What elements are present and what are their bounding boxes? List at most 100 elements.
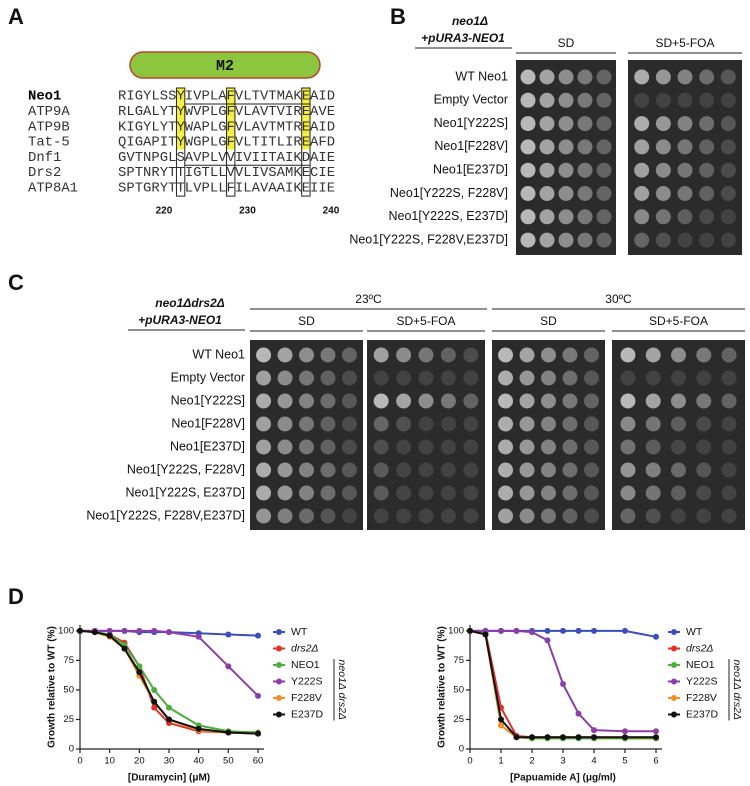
- colony-spot: [677, 186, 693, 201]
- legend-marker: [671, 678, 677, 685]
- colony-spot: [577, 232, 593, 248]
- colony-spot: [634, 186, 650, 201]
- legend-label: F228V: [686, 692, 717, 704]
- colony-spot: [520, 69, 536, 85]
- legend-label: E237D: [291, 708, 324, 720]
- y-tick-label: 0: [69, 744, 74, 755]
- colony-spot: [634, 92, 650, 108]
- colony-spot: [463, 393, 479, 409]
- colony-spot: [620, 416, 636, 432]
- colony-spot: [541, 347, 556, 363]
- colony-spot: [596, 162, 612, 178]
- colony-spot: [620, 439, 636, 455]
- colony-spot: [373, 485, 389, 501]
- colony-spot: [562, 393, 578, 409]
- data-point: [622, 728, 628, 735]
- colony-spot: [721, 416, 737, 432]
- legend-group-label: neo1Δ drs2Δ: [731, 660, 743, 720]
- colony-spot: [699, 69, 715, 85]
- legend-marker: [671, 662, 677, 668]
- data-point: [498, 722, 504, 729]
- colony-spot: [519, 393, 535, 409]
- colony-spot: [440, 462, 456, 478]
- sequence: RIGYLSSYIVPLAFVLTVTMAKEAID: [118, 89, 335, 105]
- data-point: [498, 716, 504, 723]
- colony-spot: [463, 347, 479, 363]
- colony-spot: [539, 162, 555, 178]
- colony-spot: [299, 462, 314, 478]
- colony-spot: [720, 139, 736, 155]
- colony-spot: [721, 393, 737, 409]
- x-tick-label: 6: [653, 756, 658, 767]
- colony-spot: [620, 370, 636, 386]
- data-point: [255, 692, 261, 699]
- residue-position: 240: [323, 206, 340, 217]
- colony-spot: [645, 393, 661, 409]
- sequence-name: Neo1: [28, 89, 61, 105]
- colony-spot: [699, 116, 715, 132]
- genotype: neo1Δ: [452, 14, 488, 28]
- highlight: [176, 88, 185, 104]
- highlight: [226, 134, 235, 150]
- data-point: [225, 663, 232, 670]
- colony-spot: [677, 69, 693, 85]
- colony-spot: [418, 393, 434, 409]
- colony-spot: [373, 508, 389, 524]
- x-tick-label: 3: [560, 756, 565, 767]
- x-tick-label: 50: [223, 756, 234, 767]
- colony-spot: [671, 416, 686, 432]
- colony-spot: [721, 370, 737, 386]
- data-point: [195, 633, 202, 640]
- data-point: [544, 637, 551, 644]
- colony-spot: [655, 116, 671, 132]
- colony-spot: [396, 347, 412, 363]
- colony-spot: [677, 92, 693, 108]
- colony-spot: [699, 209, 715, 225]
- colony-spot: [277, 416, 293, 432]
- legend-label: WT: [291, 626, 308, 638]
- colony-spot: [677, 116, 693, 132]
- colony-spot: [277, 485, 293, 501]
- y-tick-label: 0: [459, 744, 464, 755]
- sequence: KIGYLYTYWAPLGFVLAVTMTREAID: [118, 119, 335, 135]
- data-point: [513, 627, 520, 634]
- colony-spot: [320, 347, 336, 363]
- colony-spot: [277, 347, 293, 363]
- colony-spot: [562, 508, 578, 524]
- colony-spot: [577, 209, 593, 225]
- colony-spot: [498, 347, 514, 363]
- strain-label: Neo1[Y222S, E237D]: [125, 485, 245, 499]
- colony-spot: [256, 439, 272, 455]
- colony-spot: [720, 116, 736, 132]
- strain-label: Neo1[Y222S, F228V,E237D]: [86, 508, 245, 522]
- x-axis-label: [Papuamide A] (μg/ml): [510, 773, 616, 784]
- strain-label: Neo1[E237D]: [433, 162, 508, 176]
- strain-label: WT Neo1: [192, 347, 245, 361]
- colony-spot: [256, 462, 272, 478]
- colony-spot: [440, 416, 456, 432]
- colony-spot: [558, 139, 574, 155]
- data-point: [467, 627, 473, 634]
- colony-spot: [671, 462, 686, 478]
- colony-spot: [583, 370, 599, 386]
- colony-spot: [558, 232, 574, 248]
- media-label: SD: [558, 36, 575, 50]
- colony-spot: [634, 139, 650, 155]
- panel-label: B: [390, 4, 406, 29]
- colony-spot: [620, 347, 636, 363]
- colony-spot: [620, 393, 636, 409]
- colony-spot: [596, 186, 612, 201]
- colony-spot: [696, 485, 712, 501]
- colony-spot: [519, 508, 535, 524]
- data-point: [106, 627, 113, 634]
- colony-spot: [645, 508, 661, 524]
- colony-spot: [620, 485, 636, 501]
- data-point: [151, 627, 158, 634]
- colony-spot: [396, 370, 412, 386]
- strain-label: Empty Vector: [171, 370, 245, 384]
- colony-spot: [671, 347, 686, 363]
- colony-spot: [655, 162, 671, 178]
- temperature-label: 23ºC: [355, 292, 382, 306]
- colony-spot: [463, 462, 479, 478]
- legend-label: NEO1: [291, 659, 320, 671]
